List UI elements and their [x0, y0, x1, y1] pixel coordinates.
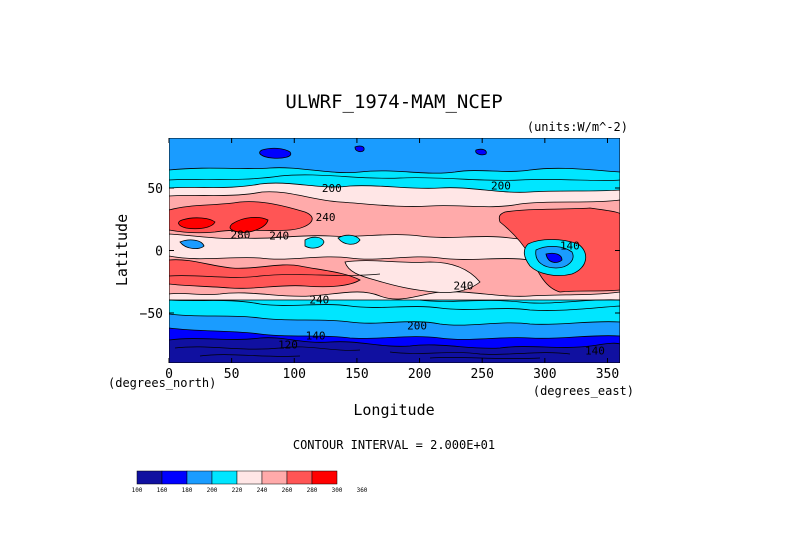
colorbar-segment [311, 470, 338, 485]
colorbar-segment [286, 470, 313, 485]
field-contour-lines [169, 174, 620, 304]
contour-labels: 200 200 240 280 240 240 240 200 140 120 140 140 [230, 180, 604, 358]
units-label: (units:W/m^-2) [527, 120, 628, 134]
contour-label: 200 [491, 180, 511, 193]
colorbar-label: 280 [307, 487, 318, 494]
y-axis-title: Latitude [113, 214, 131, 286]
colorbar-segment [186, 470, 213, 485]
x-tick-label: 350 [596, 367, 619, 382]
y-tick-label: 50 [147, 182, 163, 197]
x-units-label: (degrees_east) [533, 384, 634, 398]
colorbar-label: 160 [157, 487, 168, 494]
x-tick-label: 300 [533, 367, 556, 382]
field-north-blob-3 [475, 148, 487, 156]
field-south-band-260-west [169, 259, 361, 289]
field-pacific-cool [337, 234, 361, 245]
colorbar-segment [261, 470, 288, 485]
contour-label: 200 [407, 320, 427, 333]
colorbar: 100 160 180 200 220 240 260 280 300 360 [132, 470, 368, 494]
x-tick-label: 100 [283, 367, 306, 382]
field-maritime-cool [304, 236, 325, 249]
y-tick-label: 0 [155, 245, 163, 260]
field-north-blob-2 [354, 145, 365, 153]
colorbar-label: 260 [282, 487, 293, 494]
field-north-blob-1 [259, 147, 292, 159]
chart-title: ULWRF_1974-MAM_NCEP [285, 91, 502, 113]
x-axis-title: Longitude [353, 401, 434, 419]
y-units-label: (degrees_north) [108, 376, 216, 390]
field-antarctic-contours [174, 346, 571, 359]
field-north-hot-core-1 [178, 217, 216, 230]
contour-label: 140 [560, 240, 580, 253]
x-tick-label: 0 [165, 367, 173, 382]
plot-area [169, 138, 620, 363]
colorbar-label: 300 [332, 487, 343, 494]
colorbar-label: 360 [357, 487, 368, 494]
field-itcz [169, 233, 620, 261]
contour-label: 140 [585, 345, 605, 358]
x-tick-label: 250 [470, 367, 493, 382]
contour-label: 240 [316, 211, 336, 224]
y-axis: −50 0 50 [140, 182, 620, 322]
colorbar-label: 200 [207, 487, 218, 494]
contour-label: 240 [309, 293, 329, 306]
contour-label: 240 [453, 280, 473, 293]
contour-label: 140 [306, 330, 326, 343]
x-tick-label: 150 [345, 367, 368, 382]
x-axis: 0 50 100 150 200 250 300 350 [165, 138, 619, 382]
colorbar-segment [161, 470, 188, 485]
field-north-polar [169, 138, 620, 174]
colorbar-segment [211, 470, 238, 485]
x-tick-label: 200 [408, 367, 431, 382]
contour-label: 200 [322, 182, 342, 195]
field-south-warm-pool [344, 260, 481, 293]
colorbar-segment [136, 470, 163, 485]
contour-interval-text: CONTOUR INTERVAL = 2.000E+01 [293, 438, 495, 452]
y-tick-label: −50 [140, 307, 163, 322]
field-amazon-cool-180 [545, 252, 563, 263]
colorbar-label: 100 [132, 487, 143, 494]
colorbar-label: 240 [257, 487, 268, 494]
colorbar-label: 180 [182, 487, 193, 494]
contour-label: 240 [269, 230, 289, 243]
colorbar-segment [236, 470, 263, 485]
contour-label: 120 [278, 338, 298, 351]
field-north-hot-core-2 [229, 216, 269, 233]
colorbar-label: 220 [232, 487, 243, 494]
field-indian-cool [179, 239, 205, 250]
x-tick-label: 50 [224, 367, 240, 382]
contour-label: 280 [230, 228, 250, 241]
